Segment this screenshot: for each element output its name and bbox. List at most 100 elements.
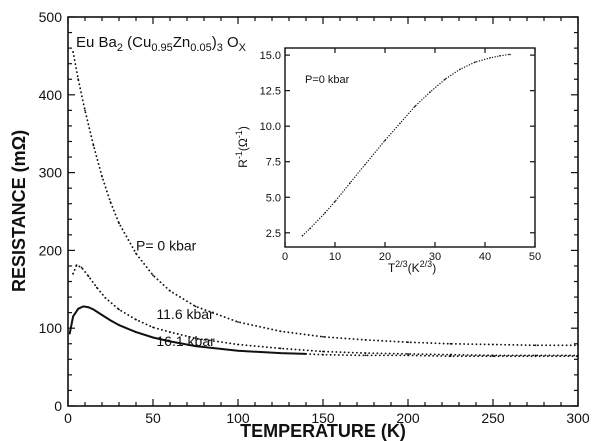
data-point-p-0-kbar-4 [101, 175, 103, 178]
inset-y-axis-label: R-1(Ω-1) [234, 126, 250, 168]
data-point-11-6-kbar-12 [279, 347, 282, 350]
data-point-p-0-kbar-2 [84, 109, 86, 112]
y-tick-label-100: 100 [39, 320, 63, 336]
data-point-p-0-kbar-19 [577, 344, 579, 347]
x-tick-label-50: 50 [145, 410, 161, 426]
inset-x-axis-label: T2/3(K2/3) [388, 259, 436, 275]
inset-chart: 0 10 20 30 40 50 2.5 5.0 7.5 10.0 12.5 15.0 P=0 kba… [234, 47, 542, 275]
data-point-16-1-kbar-2 [77, 307, 80, 310]
inset-data-point-11 [459, 68, 461, 71]
inset-y-tick-label-5: 15.0 [260, 50, 281, 62]
data-point-11-6-kbar-10 [194, 337, 197, 340]
series-line-11-6-kbar [72, 263, 579, 357]
data-point-16-1-kbar-15 [305, 353, 307, 355]
data-point-16-1-kbar-13 [237, 349, 239, 352]
data-point-p-0-kbar-13 [322, 335, 324, 338]
inset-y-tick-label-4: 12.5 [260, 86, 281, 98]
y-tick-label-500: 500 [39, 9, 63, 25]
main-series [68, 51, 579, 358]
inset-series-line-0 [301, 53, 511, 237]
y-tick-label-400: 400 [39, 87, 63, 103]
data-point-11-6-kbar-16 [449, 353, 452, 356]
data-point-16-1-kbar-3 [82, 305, 85, 308]
series-line-p-0-kbar [72, 51, 579, 347]
inset-x-tick-label-50: 50 [529, 251, 541, 263]
data-point-p-0-kbar-12 [279, 330, 282, 333]
inset-tick-labels: 0 10 20 30 40 50 2.5 5.0 7.5 10.0 12.5 15.0 [260, 50, 542, 263]
data-point-11-6-kbar-14 [364, 352, 367, 354]
inset-data-point-1 [309, 227, 311, 230]
data-point-16-1-kbar-17 [364, 354, 367, 357]
inset-plot-frame [284, 47, 536, 248]
main-tick-marks [67, 16, 579, 407]
data-point-16-1-kbar-9 [135, 331, 137, 333]
x-tick-label-200: 200 [396, 410, 420, 426]
data-point-16-1-kbar-21 [534, 355, 537, 358]
inset-data-point-10 [444, 78, 446, 81]
inset-data-point-14 [499, 55, 501, 57]
data-point-p-0-kbar-0 [72, 51, 74, 53]
y-tick-label-200: 200 [39, 242, 63, 258]
y-tick-label-300: 300 [39, 165, 63, 181]
inset-data-point-4 [349, 182, 351, 184]
x-tick-label-100: 100 [226, 410, 250, 426]
data-point-16-1-kbar-7 [109, 319, 112, 322]
inset-data-point-15 [509, 53, 511, 56]
inset-data-point-8 [414, 105, 416, 108]
data-point-16-1-kbar-10 [152, 336, 154, 339]
data-point-16-1-kbar-20 [492, 355, 494, 358]
data-point-p-0-kbar-6 [118, 222, 120, 225]
inset-y-tick-label-2: 7.5 [266, 157, 281, 169]
inset-data-point-7 [399, 122, 401, 125]
data-point-p-0-kbar-15 [407, 341, 409, 344]
data-point-16-1-kbar-18 [407, 354, 409, 357]
data-point-11-6-kbar-1 [75, 264, 78, 267]
inset-data-point-3 [334, 200, 336, 203]
x-tick-label-300: 300 [566, 410, 590, 426]
inset-x-tick-label-20: 20 [379, 251, 391, 263]
inset-x-tick-label-30: 30 [429, 251, 441, 263]
data-point-11-6-kbar-6 [118, 308, 120, 311]
series-line-solid-16-1-kbar [68, 305, 307, 355]
data-point-16-1-kbar-19 [449, 355, 452, 358]
data-point-p-0-kbar-11 [237, 321, 239, 323]
data-point-11-6-kbar-8 [152, 326, 154, 329]
inset-data-point-12 [474, 61, 476, 63]
data-point-p-0-kbar-7 [135, 252, 137, 255]
data-point-16-1-kbar-8 [118, 324, 120, 326]
data-point-11-6-kbar-4 [96, 286, 98, 289]
inset-chart-title: P=0 kbar [305, 74, 350, 86]
inset-data-point-6 [384, 139, 386, 142]
inset-data-point-9 [429, 91, 431, 93]
data-point-11-6-kbar-13 [322, 350, 324, 353]
inset-data-point-2 [324, 212, 326, 214]
data-point-p-0-kbar-17 [492, 343, 494, 346]
x-tick-label-250: 250 [481, 410, 505, 426]
data-point-11-6-kbar-2 [80, 266, 83, 269]
data-point-16-1-kbar-6 [101, 314, 103, 316]
data-point-16-1-kbar-11 [169, 340, 171, 343]
data-point-16-1-kbar-16 [322, 353, 324, 356]
inset-y-tick-label-3: 10.0 [260, 121, 281, 133]
data-point-16-1-kbar-1 [72, 315, 74, 318]
y-tick-label-0: 0 [54, 398, 62, 414]
main-chart-title: Eu Ba2 (Cu0.95Zn0.05)3 OX [76, 34, 247, 54]
data-point-p-0-kbar-18 [534, 344, 537, 347]
inset-data-point-5 [364, 163, 366, 166]
series-label-16-1-kbar: 16.1 kbar [156, 333, 215, 349]
data-point-11-6-kbar-0 [72, 272, 74, 275]
series-label-p-0-kbar: P= 0 kbar [136, 237, 197, 253]
inset-data-point-0 [301, 234, 304, 237]
data-point-16-1-kbar-5 [92, 308, 95, 311]
data-point-p-0-kbar-16 [449, 342, 452, 345]
data-point-16-1-kbar-4 [87, 306, 90, 309]
inset-series [301, 53, 511, 237]
x-tick-label-0: 0 [64, 410, 72, 426]
data-point-11-6-kbar-15 [407, 353, 409, 355]
inset-x-tick-label-10: 10 [329, 251, 341, 263]
data-point-11-6-kbar-9 [169, 331, 171, 333]
main-y-axis-label: RESISTANCE (mΩ) [9, 130, 29, 292]
inset-tick-marks [284, 48, 536, 247]
